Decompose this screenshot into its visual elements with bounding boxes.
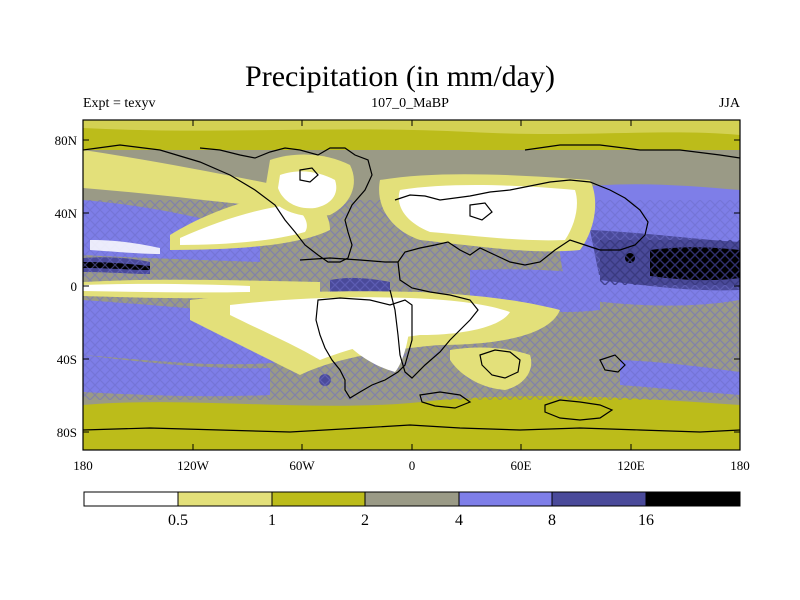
lat-label: 0 [71,279,78,294]
longitude-labels: 180 120W 60W 0 60E 120E 180 [73,458,750,473]
colorbar-label: 8 [548,512,556,529]
experiment-label: Expt = texyv [83,96,156,111]
lat-label: 40S [57,352,77,367]
lon-label: 0 [409,458,416,473]
lon-label: 180 [73,458,93,473]
lat-label: 80S [57,425,77,440]
lon-label: 120W [177,458,210,473]
latitude-labels: 80N 40N 0 40S 80S [55,133,78,440]
lon-label: 120E [617,458,645,473]
colorbar-label: 1 [268,512,276,529]
lat-label: 80N [55,133,78,148]
colorbar-bin [364,491,460,507]
colorbar-bin [177,491,273,507]
colorbar: 0.5 1 2 4 8 16 [83,491,741,529]
lon-label: 180 [730,458,750,473]
continent-outlines [83,144,740,433]
lon-label: 60W [289,458,315,473]
precipitation-field [83,120,740,450]
tick-marks [82,120,741,450]
time-label: 107_0_MaBP [371,96,449,111]
map-title: Precipitation (in mm/day) [245,60,555,93]
colorbar-label: 16 [638,512,654,529]
colorbar-bin [551,491,647,507]
colorbar-label: 4 [455,512,463,529]
colorbar-label: 0.5 [168,512,188,529]
lon-label: 60E [511,458,532,473]
colorbar-bin [458,491,553,507]
colorbar-label: 2 [361,512,369,529]
colorbar-bin [271,491,366,507]
colorbar-bin [83,491,179,507]
colorbar-bin [645,491,741,507]
lat-label: 40N [55,206,78,221]
season-label: JJA [718,96,740,111]
